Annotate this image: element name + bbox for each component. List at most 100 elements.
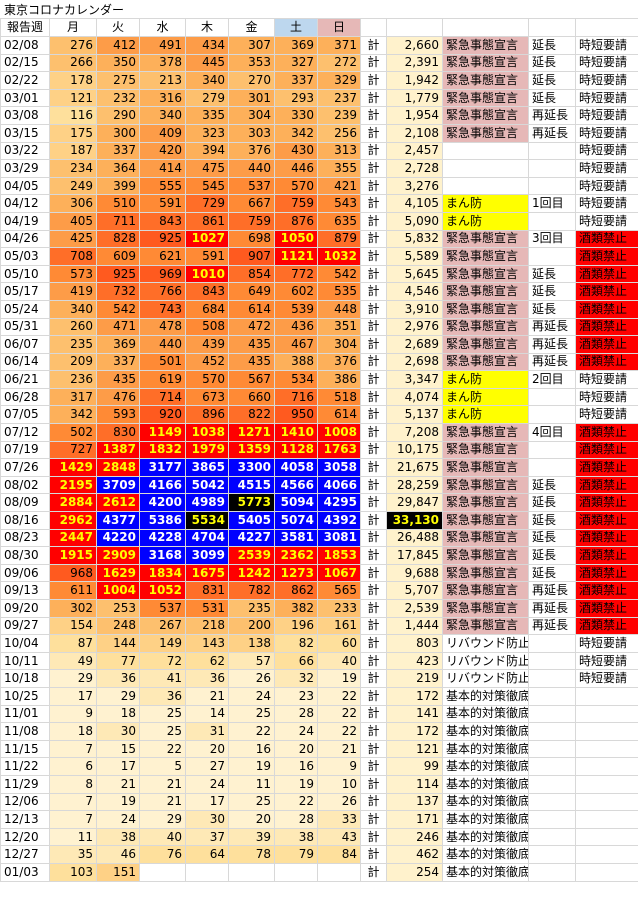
- day-count-cell: 35: [49, 845, 97, 864]
- day-count-cell: 4220: [96, 528, 140, 548]
- day-count-cell: 38: [274, 827, 318, 847]
- day-count-cell: 239: [317, 106, 361, 125]
- day-count-cell: 4166: [139, 475, 186, 495]
- day-count-cell: 38: [96, 827, 140, 847]
- weekly-total-cell: 5,645: [386, 264, 443, 284]
- day-count-cell: 614: [228, 299, 275, 319]
- total-label-cell: 計: [360, 739, 387, 759]
- weekly-total-cell: 114: [386, 774, 443, 794]
- day-count-cell: 828: [96, 229, 140, 249]
- table-row: 06/07 235 369 440 439 435 467 304 計 2,689 緊急事態宣言 再延…: [0, 335, 638, 354]
- day-count-cell: 342: [274, 123, 318, 143]
- day-count-cell: 1052: [139, 581, 186, 600]
- weekly-total-cell: 1,779: [386, 88, 443, 108]
- day-count-cell: 187: [49, 141, 97, 161]
- day-count-cell: 77: [96, 651, 140, 671]
- week-cell: 03/08: [0, 106, 50, 125]
- day-count-cell: 448: [317, 299, 361, 319]
- day-count-cell: [228, 862, 275, 882]
- measure-note-cell: [528, 827, 576, 847]
- day-count-cell: 17: [185, 792, 229, 812]
- request-cell: 時短要請: [575, 53, 638, 73]
- day-count-cell: 62: [185, 651, 229, 671]
- measure-note-cell: 再延長: [528, 599, 576, 618]
- day-count-cell: 275: [96, 71, 140, 90]
- day-count-cell: 570: [185, 370, 229, 389]
- day-count-cell: 1629: [96, 563, 140, 583]
- alcohol-ban-cell: 酒類禁止: [575, 282, 638, 301]
- measure-cell: 緊急事態宣言: [442, 528, 529, 548]
- table-row: 11/157152220162021計121基本的対策徹底期間: [0, 739, 638, 759]
- total-label-cell: 計: [360, 317, 387, 337]
- day-count-cell: 22: [317, 704, 361, 724]
- week-cell: 11/01: [0, 704, 50, 724]
- day-count-cell: 3168: [139, 546, 186, 565]
- request-cell: [575, 739, 638, 759]
- total-label-cell: 計: [360, 71, 387, 90]
- day-count-cell: 896: [185, 405, 229, 425]
- day-count-cell: 2612: [96, 493, 140, 513]
- measure-note-cell: [528, 405, 576, 425]
- day-count-cell: 667: [228, 194, 275, 213]
- measure-note-cell: 延長: [528, 563, 576, 583]
- alcohol-ban-cell: 酒類禁止: [575, 264, 638, 284]
- day-count-cell: 591: [139, 194, 186, 213]
- day-count-cell: 759: [274, 194, 318, 213]
- day-count-cell: 8: [49, 774, 97, 794]
- request-cell: 時短要請: [575, 211, 638, 231]
- day-count-cell: 32: [274, 669, 318, 688]
- measure-cell: 緊急事態宣言: [442, 247, 529, 266]
- day-count-cell: 2848: [96, 458, 140, 477]
- day-count-cell: 4392: [317, 511, 361, 530]
- day-count-cell: 340: [185, 71, 229, 90]
- day-count-cell: 151: [96, 862, 140, 882]
- table-row: 10/2517293621242322計172基本的対策徹底期間: [0, 686, 638, 706]
- day-count-cell: 5534: [185, 511, 229, 530]
- day-count-cell: 2362: [274, 546, 318, 565]
- day-count-cell: 21: [317, 739, 361, 759]
- table-row: 09/20 302 253 537 531 235 382 233 計 2,539 緊急事態宣言 再延…: [0, 599, 638, 618]
- total-label-cell: 計: [360, 599, 387, 618]
- week-cell: 06/14: [0, 352, 50, 372]
- day-count-cell: 29: [49, 669, 97, 688]
- weekly-total-cell: 3,276: [386, 176, 443, 196]
- week-cell: 10/11: [0, 651, 50, 671]
- day-count-cell: 1853: [317, 546, 361, 565]
- week-cell: 10/25: [0, 686, 50, 706]
- total-label-cell: 計: [360, 299, 387, 319]
- day-count-cell: 1979: [185, 440, 229, 460]
- measure-note-cell: [528, 247, 576, 266]
- day-count-cell: 233: [317, 599, 361, 618]
- total-label-cell: 計: [360, 141, 387, 161]
- day-count-cell: 570: [274, 176, 318, 196]
- day-count-cell: 684: [185, 299, 229, 319]
- table-row: 05/31 260 471 478 508 472 436 351 計 2,976 緊急事態宣言 再延…: [0, 317, 638, 337]
- day-count-cell: 369: [274, 36, 318, 55]
- measure-cell: まん防: [442, 405, 529, 425]
- day-count-cell: 18: [49, 722, 97, 741]
- alcohol-ban-cell: 酒類禁止: [575, 599, 638, 618]
- day-count-cell: 3581: [274, 528, 318, 548]
- header-row: 報告週月火水木金土日: [0, 18, 638, 37]
- day-count-cell: 907: [228, 247, 275, 266]
- day-count-cell: 475: [185, 159, 229, 178]
- day-count-cell: 467: [274, 335, 318, 354]
- day-count-cell: 621: [139, 247, 186, 266]
- request-cell: [575, 827, 638, 847]
- day-count-cell: 3081: [317, 528, 361, 548]
- day-count-cell: 772: [274, 264, 318, 284]
- measure-cell: 基本的対策徹底期間: [442, 774, 529, 794]
- day-count-cell: 660: [228, 387, 275, 407]
- alcohol-ban-cell: 酒類禁止: [575, 317, 638, 337]
- table-row: 07/12 502 830 1149 1038 1271 1410 1008 計 7,208 緊急事…: [0, 423, 638, 442]
- total-label-cell: 計: [360, 475, 387, 495]
- day-count-cell: 209: [49, 352, 97, 372]
- header-day: 火: [96, 18, 140, 37]
- table-row: 04/12 306 510 591 729 667 759 543 計 4,105 まん防 1回目 時短…: [0, 194, 638, 213]
- total-label-cell: 計: [360, 792, 387, 812]
- day-count-cell: 335: [185, 106, 229, 125]
- request-cell: 時短要請: [575, 71, 638, 90]
- measure-note-cell: 延長: [528, 36, 576, 55]
- day-count-cell: 434: [185, 36, 229, 55]
- week-cell: 07/19: [0, 440, 50, 460]
